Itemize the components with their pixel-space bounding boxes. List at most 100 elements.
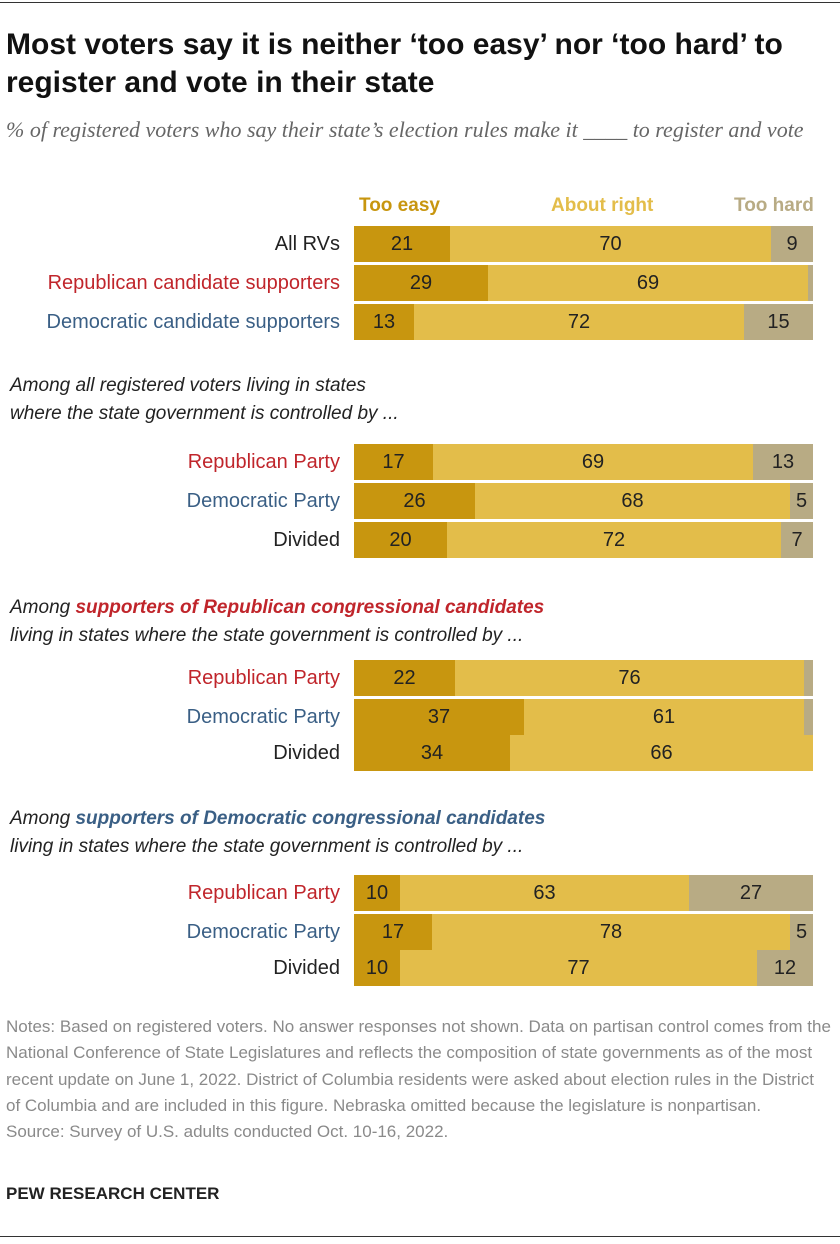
section-heading-line2: living in states where the state governm… <box>10 625 524 646</box>
section-heading-line1: Among all registered voters living in st… <box>10 375 366 396</box>
bar-segment-about-right: 70 <box>450 226 771 262</box>
bar-value-label: 5 <box>795 489 808 512</box>
bar-segment-about-right: 68 <box>475 483 790 519</box>
bar-value-label: 69 <box>636 271 660 294</box>
bar-value-label: 22 <box>393 666 416 689</box>
bar-segment-too-hard: 5 <box>790 914 813 950</box>
bar-value-label: 78 <box>599 920 623 943</box>
bar-value-label: 70 <box>599 232 622 255</box>
section-heading-line1: Among supporters of Democratic congressi… <box>10 808 546 829</box>
bar-value-label: 21 <box>390 232 414 255</box>
bar-segment-too-hard: 15 <box>744 304 813 340</box>
bar-segment-too-easy: 37 <box>354 699 524 735</box>
bar-value-label: 61 <box>652 705 676 728</box>
bar-value-label: 13 <box>771 450 795 473</box>
bar-segment-too-easy: 10 <box>354 875 400 911</box>
bar-segment-too-hard <box>808 265 813 301</box>
pew-logo-text: PEW RESEARCH CENTER <box>6 1184 220 1203</box>
top-rule <box>0 2 840 3</box>
bar-segment-too-hard: 7 <box>781 522 813 558</box>
bar-segment-about-right: 76 <box>455 660 804 696</box>
bar-segment-too-hard: 27 <box>689 875 813 911</box>
bar-value-label: 63 <box>533 881 556 904</box>
row-label: Democratic candidate supporters <box>46 311 340 333</box>
bar-value-label: 72 <box>602 528 626 551</box>
bar-value-label: 66 <box>650 741 673 764</box>
bar-segment-too-easy: 22 <box>354 660 455 696</box>
row-label: Divided <box>273 742 340 764</box>
bar-segment-too-easy: 26 <box>354 483 475 519</box>
chart-subtitle: % of registered voters who say their sta… <box>6 117 804 142</box>
notes-block: Notes: Based on registered voters. No an… <box>6 1014 832 1145</box>
source-text: Source: Survey of U.S. adults conducted … <box>6 1122 449 1142</box>
section-heading-line1: Among supporters of Republican congressi… <box>10 597 545 618</box>
bar-segment-too-easy: 13 <box>354 304 414 340</box>
row-label: Divided <box>273 529 340 551</box>
row-label: Democratic Party <box>186 921 340 943</box>
bar-segment-too-easy: 17 <box>354 914 432 950</box>
bar-segment-too-hard <box>804 660 813 696</box>
bar-value-label: 26 <box>403 489 426 512</box>
section-heading-line2: living in states where the state governm… <box>10 836 524 857</box>
bar-value-label: 77 <box>567 956 590 979</box>
section-heading-republican-supporters: Among supporters of Republican congressi… <box>10 594 544 650</box>
bar-segment-about-right: 77 <box>400 950 757 986</box>
bar-value-label: 9 <box>786 232 798 255</box>
bar-segment-too-hard: 5 <box>790 483 813 519</box>
bar-value-label: 34 <box>420 741 444 764</box>
bar-segment-too-easy: 10 <box>354 950 400 986</box>
bar-segment-too-hard: 13 <box>753 444 813 480</box>
section-heading-all-voters: Among all registered voters living in st… <box>10 372 399 428</box>
bar-value-label: 10 <box>365 956 389 979</box>
bar-segment-about-right: 72 <box>414 304 744 340</box>
bar-segment-too-easy: 29 <box>354 265 488 301</box>
bar-segment-too-hard: 12 <box>757 950 813 986</box>
bar-segment-too-easy: 17 <box>354 444 433 480</box>
section-heading-highlight: supporters of Democratic congressional c… <box>75 808 546 829</box>
legend-about-right: About right <box>551 195 654 216</box>
bar-segment-too-easy: 21 <box>354 226 450 262</box>
section-heading-democratic-supporters: Among supporters of Democratic congressi… <box>10 805 545 861</box>
row-label: Divided <box>273 957 340 979</box>
row-label: Republican Party <box>187 882 340 904</box>
bar-segment-about-right: 69 <box>488 265 808 301</box>
bar-value-label: 17 <box>382 450 405 473</box>
row-label: All RVs <box>274 233 340 255</box>
legend-too-easy: Too easy <box>359 195 440 216</box>
bar-value-label: 29 <box>409 271 433 294</box>
bar-value-label: 37 <box>427 705 451 728</box>
bar-segment-too-hard: 9 <box>771 226 813 262</box>
bar-segment-about-right: 78 <box>432 914 790 950</box>
bar-value-label: 7 <box>791 528 803 551</box>
bar-value-label: 69 <box>581 450 605 473</box>
chart-title: Most voters say it is neither ‘too easy’… <box>6 28 783 99</box>
bar-segment-about-right: 61 <box>524 699 804 735</box>
row-label: Democratic Party <box>186 490 340 512</box>
row-label: Republican candidate supporters <box>47 272 340 294</box>
row-label: Republican Party <box>187 667 340 689</box>
bar-value-label: 20 <box>389 528 412 551</box>
bar-value-label: 15 <box>767 310 790 333</box>
bar-value-label: 17 <box>381 920 405 943</box>
bar-segment-about-right: 66 <box>510 735 813 771</box>
notes-text: Notes: Based on registered voters. No an… <box>6 1017 831 1115</box>
bar-value-label: 68 <box>621 489 644 512</box>
bar-segment-too-easy: 34 <box>354 735 510 771</box>
section-heading-highlight: supporters of Republican congressional c… <box>75 597 545 618</box>
section-heading-line2: where the state government is controlled… <box>10 403 399 424</box>
bar-segment-about-right: 63 <box>400 875 689 911</box>
bar-value-label: 12 <box>773 956 797 979</box>
row-label: Democratic Party <box>186 706 340 728</box>
bar-value-label: 10 <box>365 881 389 904</box>
bar-value-label: 27 <box>739 881 763 904</box>
bar-value-label: 5 <box>795 920 808 943</box>
legend-too-hard: Too hard <box>734 195 814 216</box>
bar-segment-too-easy: 20 <box>354 522 447 558</box>
bar-value-label: 72 <box>567 310 591 333</box>
row-label: Republican Party <box>187 451 340 473</box>
bar-segment-about-right: 69 <box>433 444 753 480</box>
bar-segment-too-hard <box>804 699 813 735</box>
bottom-rule <box>0 1236 840 1237</box>
bar-value-label: 76 <box>618 666 641 689</box>
bar-value-label: 13 <box>372 310 396 333</box>
